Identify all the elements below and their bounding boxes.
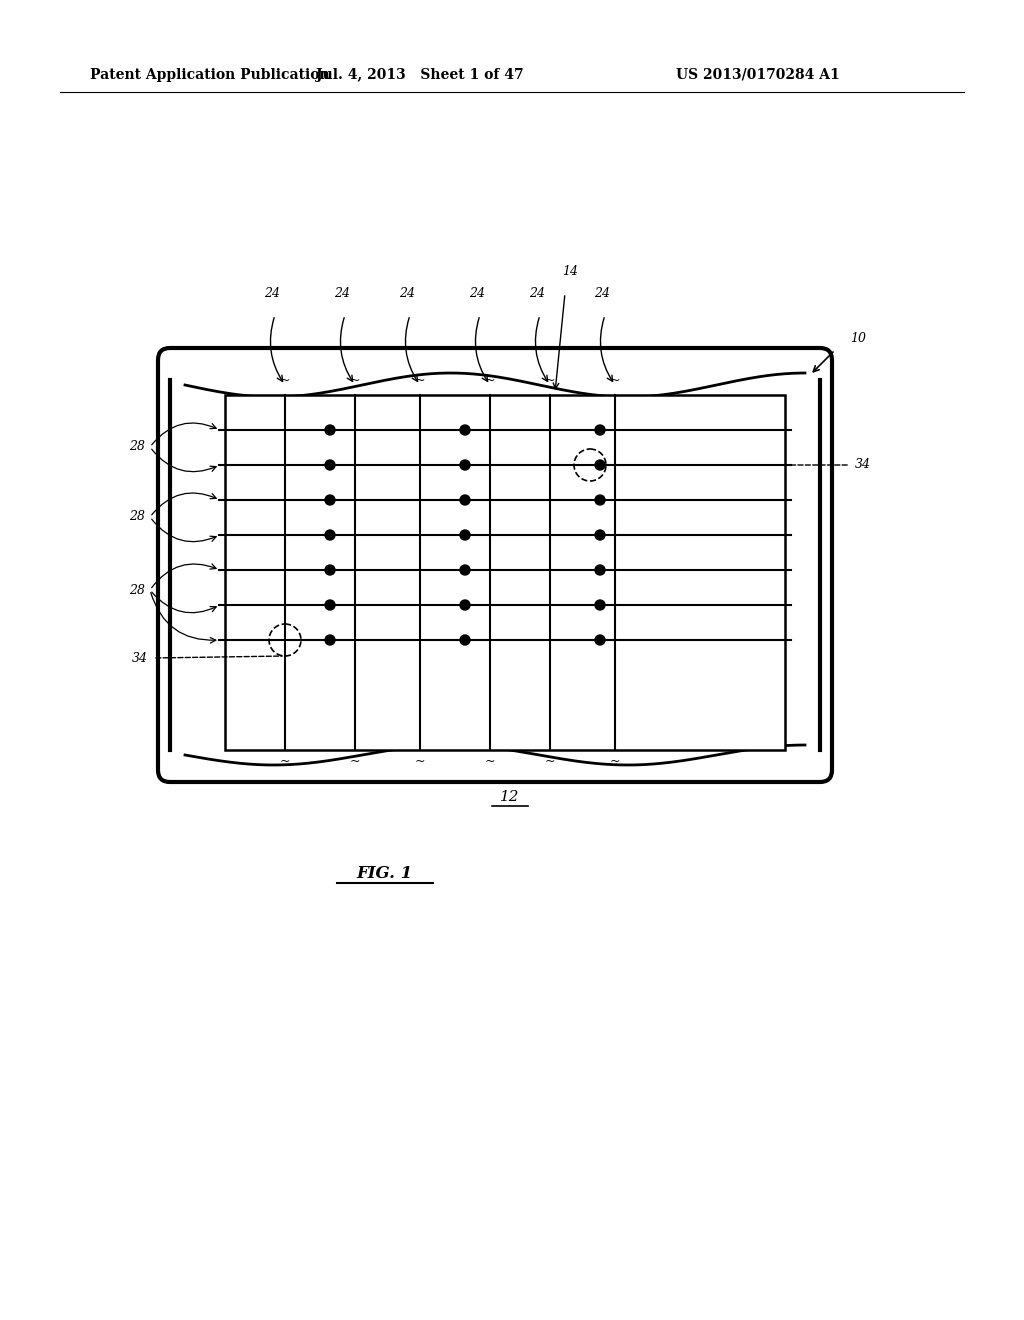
Text: ~: ~ [350, 755, 360, 768]
Text: ~: ~ [415, 755, 425, 768]
Text: 34: 34 [855, 458, 871, 471]
Text: ~: ~ [280, 374, 290, 387]
Text: ~: ~ [545, 755, 555, 768]
Circle shape [460, 531, 470, 540]
Text: 28: 28 [129, 441, 145, 454]
Text: 28: 28 [129, 511, 145, 524]
Text: ~: ~ [415, 374, 425, 387]
Circle shape [595, 425, 605, 436]
Circle shape [595, 565, 605, 576]
Text: 34: 34 [132, 652, 148, 664]
Text: ~: ~ [609, 374, 621, 387]
Circle shape [460, 459, 470, 470]
Circle shape [325, 495, 335, 506]
Text: FIG. 1: FIG. 1 [357, 865, 413, 882]
Text: 24: 24 [399, 286, 415, 300]
Text: ~: ~ [350, 374, 360, 387]
Text: ~: ~ [484, 755, 496, 768]
Circle shape [460, 635, 470, 645]
FancyBboxPatch shape [158, 348, 831, 781]
Text: Jul. 4, 2013   Sheet 1 of 47: Jul. 4, 2013 Sheet 1 of 47 [316, 69, 524, 82]
Circle shape [595, 459, 605, 470]
Circle shape [460, 495, 470, 506]
Text: ~: ~ [484, 374, 496, 387]
Circle shape [460, 425, 470, 436]
Text: Patent Application Publication: Patent Application Publication [90, 69, 330, 82]
Circle shape [325, 601, 335, 610]
Text: ~: ~ [545, 374, 555, 387]
Text: 24: 24 [334, 286, 350, 300]
Circle shape [595, 635, 605, 645]
Circle shape [595, 601, 605, 610]
Text: US 2013/0170284 A1: US 2013/0170284 A1 [676, 69, 840, 82]
Circle shape [595, 495, 605, 506]
Circle shape [325, 459, 335, 470]
Circle shape [460, 601, 470, 610]
Circle shape [325, 531, 335, 540]
Text: 24: 24 [594, 286, 610, 300]
Circle shape [325, 565, 335, 576]
Circle shape [325, 425, 335, 436]
Text: 24: 24 [264, 286, 280, 300]
Text: 28: 28 [129, 583, 145, 597]
Text: ~: ~ [609, 755, 621, 768]
Circle shape [460, 565, 470, 576]
Text: 14: 14 [562, 265, 578, 279]
Circle shape [325, 635, 335, 645]
Text: 10: 10 [850, 333, 866, 345]
Text: ~: ~ [280, 755, 290, 768]
Text: 24: 24 [469, 286, 485, 300]
Text: 12: 12 [501, 789, 520, 804]
Circle shape [595, 531, 605, 540]
Text: 24: 24 [529, 286, 545, 300]
Bar [225, 395, 785, 750]
